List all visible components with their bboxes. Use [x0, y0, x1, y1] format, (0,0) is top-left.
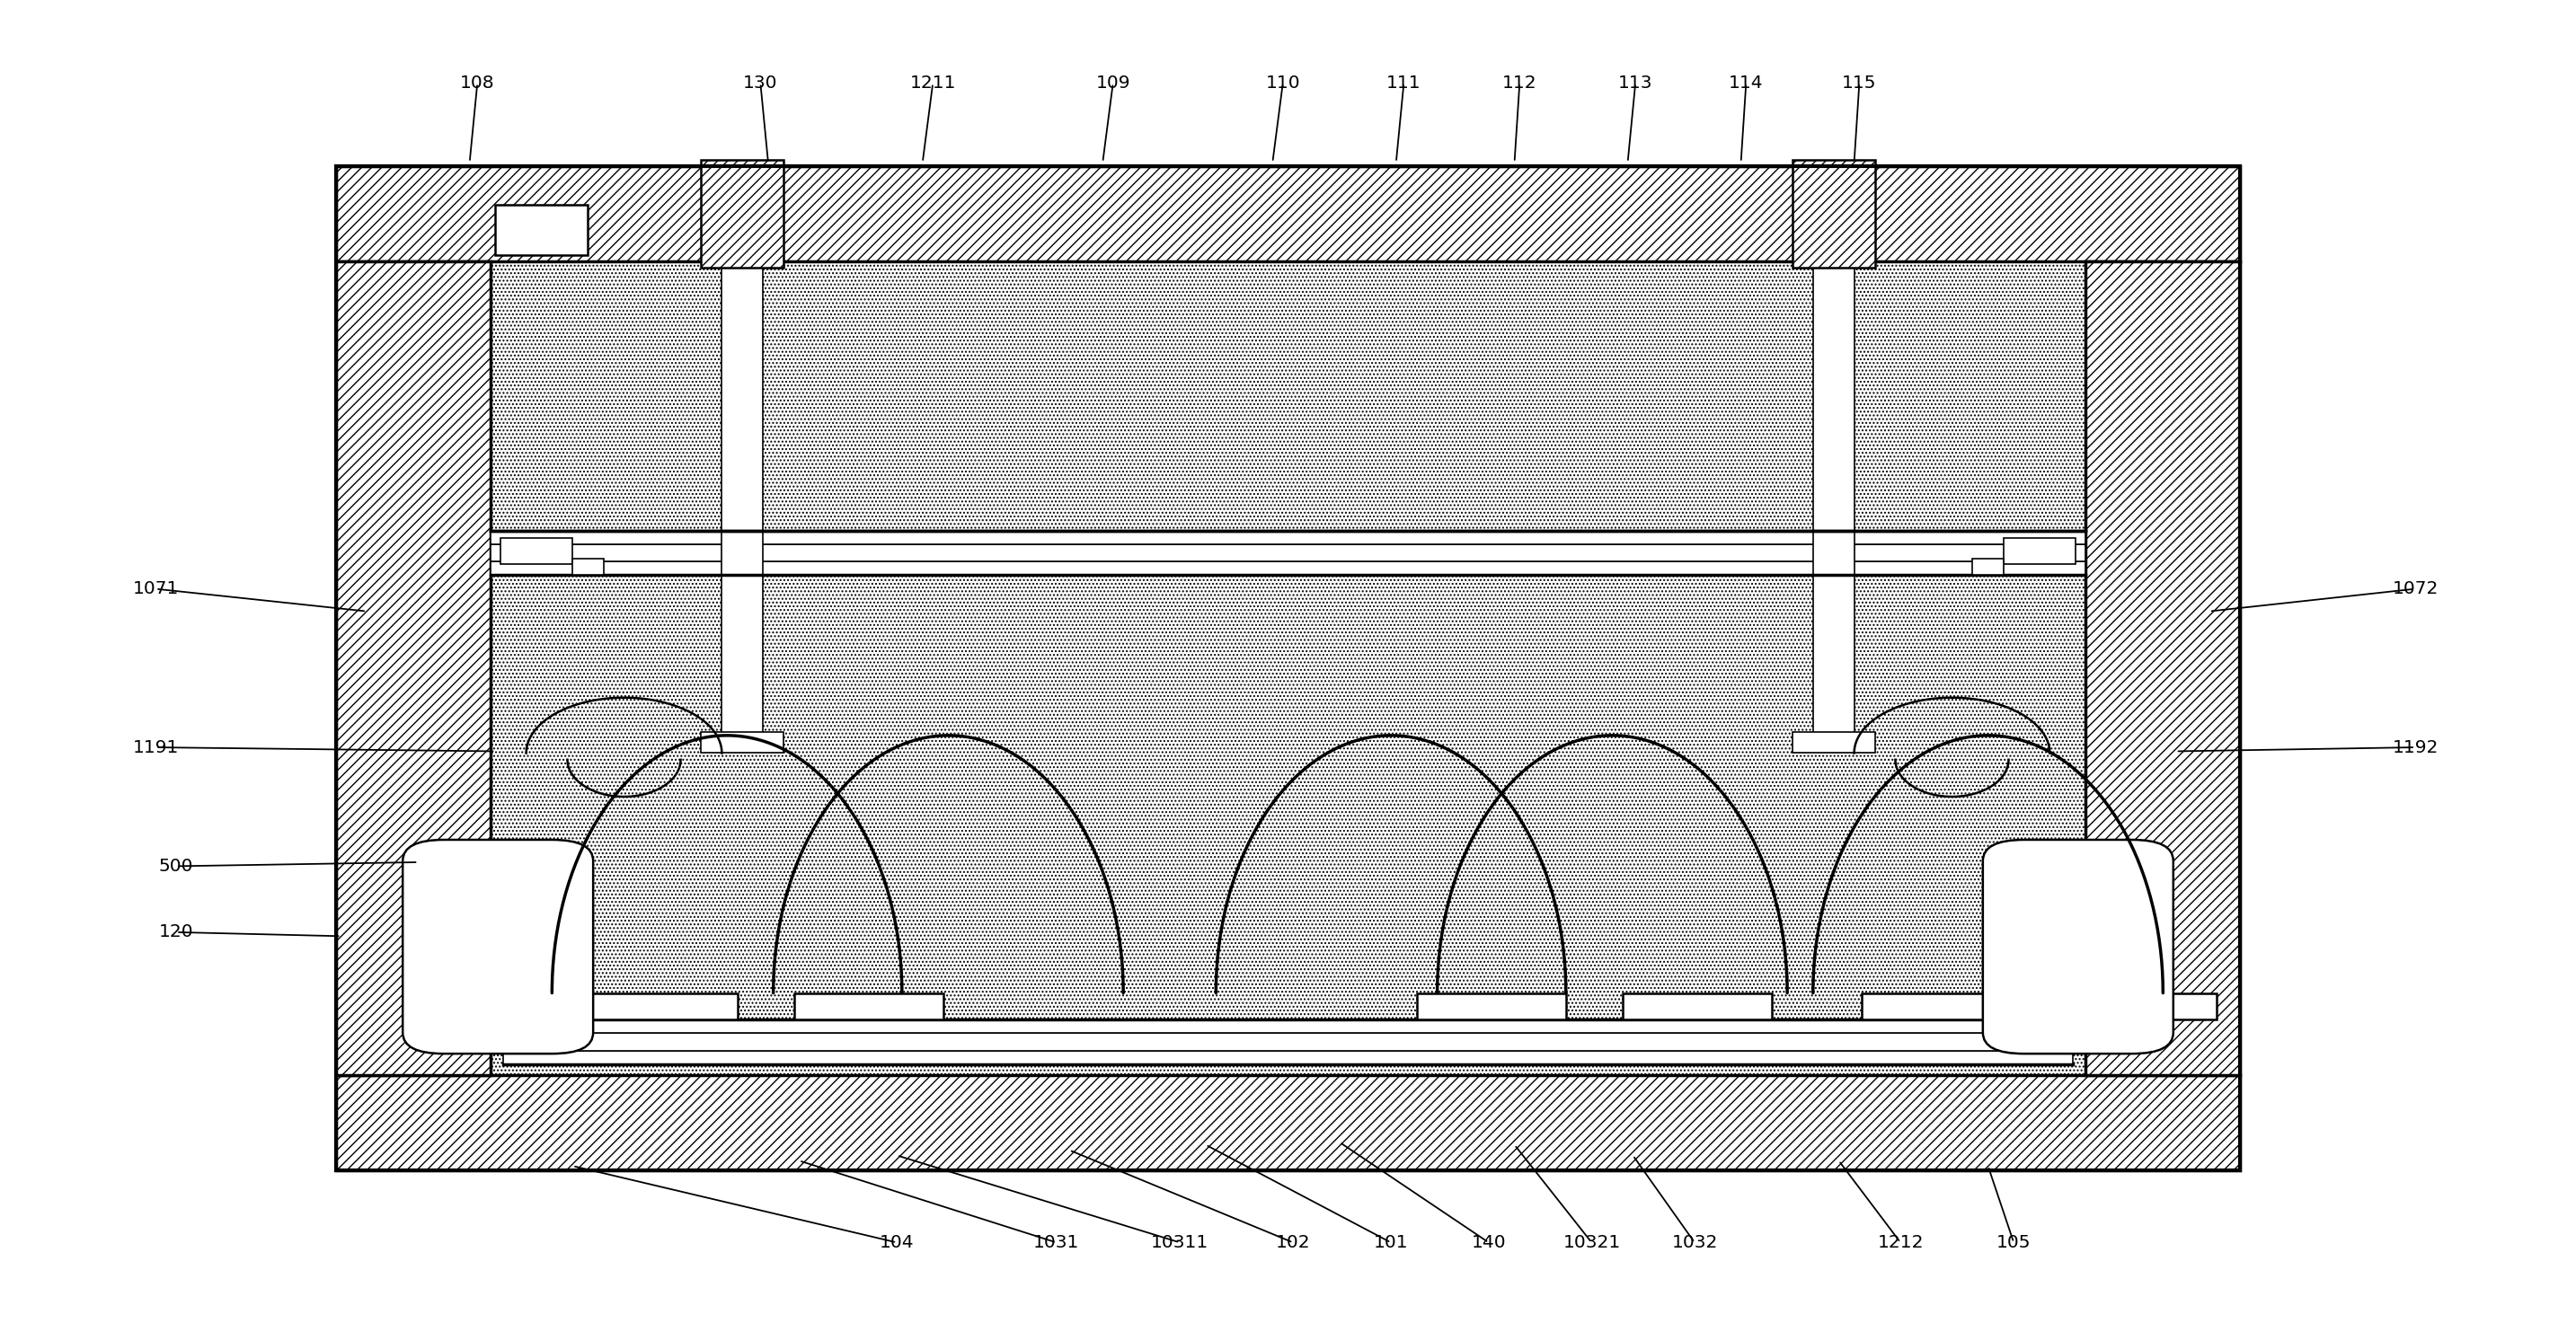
Text: 105: 105: [1996, 1234, 2030, 1252]
FancyBboxPatch shape: [402, 840, 592, 1053]
Bar: [2069, 994, 2218, 1019]
Text: 10311: 10311: [1151, 1234, 1208, 1252]
Bar: [701, 160, 783, 269]
Bar: [587, 994, 737, 1019]
Bar: [335, 167, 2241, 1170]
Text: 104: 104: [878, 1234, 914, 1252]
Bar: [489, 531, 2087, 544]
Text: 10321: 10321: [1564, 1234, 1620, 1252]
Text: 130: 130: [742, 74, 778, 91]
Text: 1072: 1072: [2393, 581, 2439, 598]
Bar: [489, 561, 2087, 574]
Bar: [1623, 994, 1772, 1019]
Bar: [793, 994, 943, 1019]
Bar: [495, 205, 587, 255]
Text: 110: 110: [1265, 74, 1301, 91]
Text: 101: 101: [1373, 1234, 1409, 1252]
Text: 500: 500: [160, 857, 193, 875]
Text: 1071: 1071: [131, 581, 178, 598]
Text: 108: 108: [461, 74, 495, 91]
Bar: [1417, 994, 1566, 1019]
Text: 113: 113: [1618, 74, 1654, 91]
Bar: [1973, 558, 2004, 574]
Text: 1211: 1211: [909, 74, 956, 91]
Text: 111: 111: [1386, 74, 1422, 91]
Bar: [2004, 537, 2076, 564]
Text: 115: 115: [1842, 74, 1875, 91]
Bar: [502, 1032, 2074, 1050]
Text: 109: 109: [1095, 74, 1131, 91]
Bar: [500, 537, 572, 564]
Text: 1192: 1192: [2393, 738, 2439, 755]
Bar: [1793, 160, 1875, 269]
Bar: [572, 558, 603, 574]
Bar: [489, 544, 2087, 561]
Text: 1191: 1191: [131, 738, 178, 755]
Bar: [502, 1050, 2074, 1064]
Bar: [335, 1074, 2241, 1170]
Bar: [721, 269, 762, 737]
Bar: [1862, 994, 2012, 1019]
Text: 112: 112: [1502, 74, 1538, 91]
Bar: [502, 1019, 2074, 1032]
Bar: [1793, 732, 1875, 753]
Text: 1031: 1031: [1033, 1234, 1079, 1252]
Bar: [2087, 262, 2241, 1074]
Text: 114: 114: [1728, 74, 1765, 91]
Text: 102: 102: [1275, 1234, 1311, 1252]
Text: 120: 120: [160, 923, 193, 941]
Text: 1212: 1212: [1878, 1234, 1924, 1252]
Text: 140: 140: [1471, 1234, 1507, 1252]
Bar: [1814, 269, 1855, 737]
Bar: [335, 167, 2241, 262]
Bar: [701, 732, 783, 753]
FancyBboxPatch shape: [1984, 840, 2174, 1053]
Bar: [335, 262, 489, 1074]
Bar: [489, 262, 2087, 1074]
Text: 1032: 1032: [1672, 1234, 1718, 1252]
